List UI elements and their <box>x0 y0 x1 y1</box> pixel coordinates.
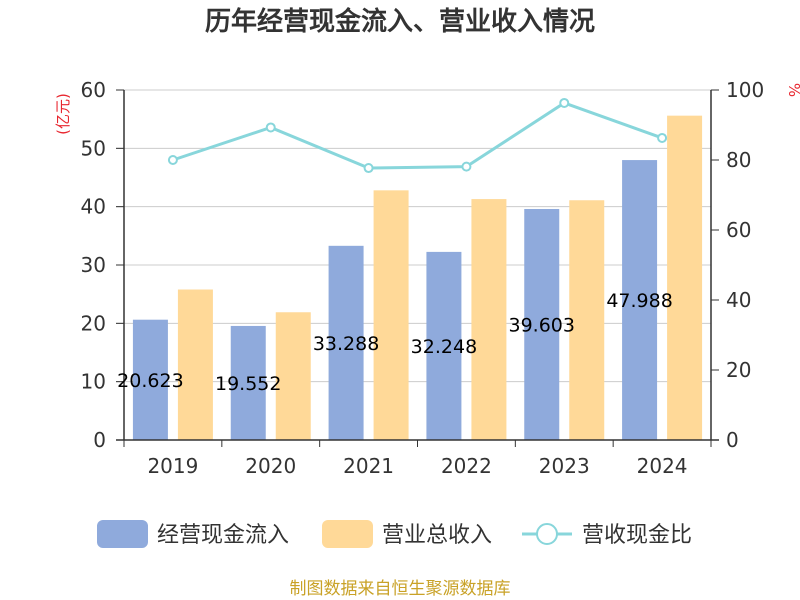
bar-revenue <box>667 116 702 440</box>
legend-swatch-ratio-marker <box>537 524 557 544</box>
data-label: 19.552 <box>215 373 281 395</box>
left-axis-label: (亿元) <box>54 93 72 135</box>
bar-revenue <box>374 190 409 440</box>
left-tick-label: 30 <box>81 253 106 277</box>
left-tick-label: 20 <box>81 311 106 335</box>
legend: 经营现金流入 营业总收入 营收现金比 <box>97 520 692 548</box>
ratio-line-path <box>173 103 662 168</box>
ratio-point <box>658 134 666 142</box>
ratio-point <box>365 164 373 172</box>
legend-swatch-revenue <box>322 520 373 548</box>
right-tick-label: 100 <box>726 78 764 102</box>
data-label: 39.603 <box>509 314 575 336</box>
legend-label-ratio: 营收现金比 <box>582 523 692 548</box>
right-axis-label: % <box>785 83 800 97</box>
left-tick-label: 50 <box>81 136 106 160</box>
left-tick-label: 10 <box>81 370 106 394</box>
ratio-line <box>169 99 666 172</box>
data-label: 20.623 <box>117 370 183 392</box>
chart-title: 历年经营现金流入、营业收入情况 <box>205 6 595 37</box>
data-label: 33.288 <box>313 333 379 355</box>
x-tick-label: 2019 <box>147 454 198 478</box>
bar-revenue <box>178 290 213 441</box>
ratio-point <box>169 156 177 164</box>
ratio-point <box>560 99 568 107</box>
left-tick-label: 60 <box>81 78 106 102</box>
right-tick-label: 40 <box>726 288 751 312</box>
right-tick-label: 80 <box>726 148 751 172</box>
right-tick-label: 20 <box>726 358 751 382</box>
right-tick-label: 60 <box>726 218 751 242</box>
legend-label-cash-inflow: 经营现金流入 <box>157 523 289 548</box>
left-tick-label: 0 <box>93 428 106 452</box>
data-label: 32.248 <box>411 336 477 358</box>
right-tick-label: 0 <box>726 428 739 452</box>
x-tick-label: 2023 <box>539 454 590 478</box>
source-note: 制图数据来自恒生聚源数据库 <box>290 579 511 599</box>
ratio-point <box>462 163 470 171</box>
left-tick-label: 40 <box>81 195 106 219</box>
x-tick-label: 2021 <box>343 454 394 478</box>
ratio-point <box>267 123 275 131</box>
chart: 历年经营现金流入、营业收入情况 (亿元) % 0 10 20 30 40 50 60 0 20 4… <box>0 0 800 600</box>
bar-revenue <box>471 199 506 440</box>
x-tick-label: 2024 <box>637 454 688 478</box>
data-label: 47.988 <box>606 290 672 312</box>
x-tick-label: 2020 <box>245 454 296 478</box>
legend-swatch-cash-inflow <box>97 520 148 548</box>
legend-label-revenue: 营业总收入 <box>382 523 492 548</box>
x-tick-label: 2022 <box>441 454 492 478</box>
